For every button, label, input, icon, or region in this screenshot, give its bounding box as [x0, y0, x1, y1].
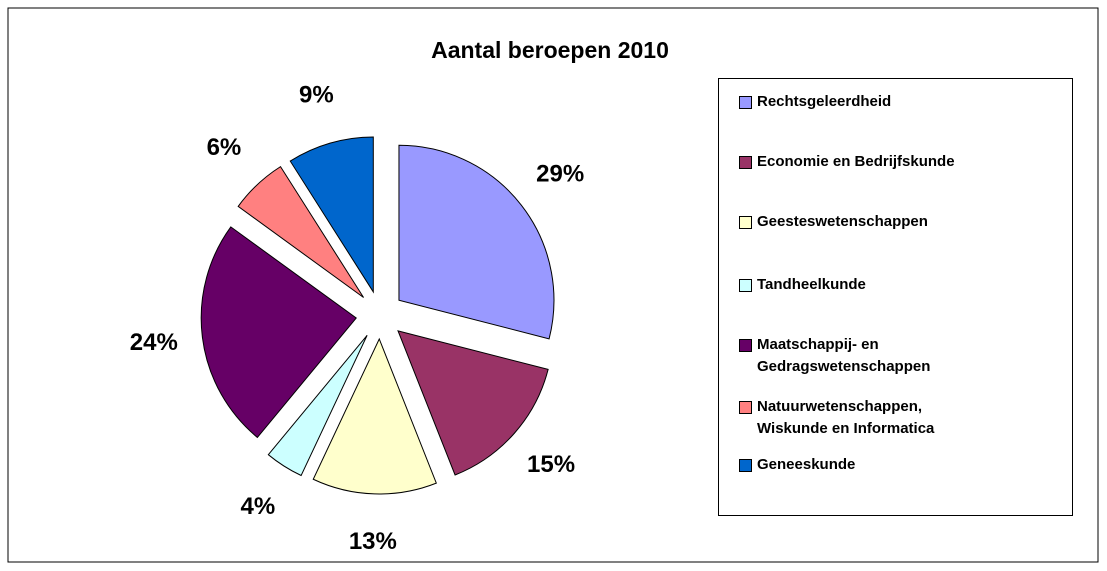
pie-slice [312, 337, 437, 495]
legend-label: Maatschappij- en Gedragswetenschappen [757, 336, 931, 375]
legend: Rechtsgeleerdheid Economie en Bedrijfskun… [718, 78, 1073, 516]
legend-label: Economie en Bedrijfskunde [757, 153, 955, 170]
pie-slice [237, 165, 364, 298]
pie-slice [267, 334, 368, 477]
data-label: 4% [240, 493, 275, 520]
legend-entry: Rechtsgeleerdheid [739, 91, 891, 113]
chart-title: Aantal beroepen 2010 [431, 37, 669, 63]
pie-slice [289, 136, 374, 294]
data-label: 6% [207, 134, 242, 161]
data-label: 24% [130, 329, 178, 356]
pie-slice [397, 330, 549, 476]
legend-swatch [739, 96, 752, 109]
data-label: 29% [536, 161, 584, 188]
pie-slice [200, 226, 357, 439]
legend-entry: Maatschappij- en Gedragswetenschappen [739, 334, 930, 378]
legend-entry: Tandheelkunde [739, 274, 866, 296]
data-label: 9% [299, 81, 334, 108]
legend-swatch [739, 339, 752, 352]
data-label: 15% [527, 451, 575, 478]
legend-swatch [739, 279, 752, 292]
legend-swatch [739, 459, 752, 472]
legend-entry: Geneeskunde [739, 454, 855, 476]
legend-entry: Natuurwetenschappen, Wiskunde en Informa… [739, 396, 934, 440]
data-label: 13% [349, 528, 397, 555]
legend-label: Geneeskunde [757, 456, 856, 473]
legend-swatch [739, 216, 752, 229]
legend-label: Natuurwetenschappen, Wiskunde en Informa… [757, 398, 935, 437]
pie-slice [398, 144, 555, 340]
legend-entry: Geesteswetenschappen [739, 211, 928, 233]
legend-swatch [739, 156, 752, 169]
legend-label: Rechtsgeleerdheid [757, 93, 892, 110]
legend-swatch [739, 401, 752, 414]
legend-label: Geesteswetenschappen [757, 213, 928, 230]
legend-entry: Economie en Bedrijfskunde [739, 151, 955, 173]
legend-label: Tandheelkunde [757, 276, 866, 293]
